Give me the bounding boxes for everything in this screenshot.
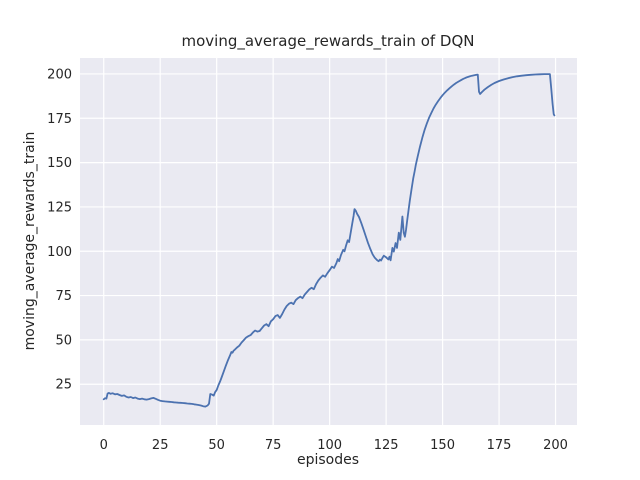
y-axis-label: moving_average_rewards_train xyxy=(22,132,38,351)
y-tick-label-75: 75 xyxy=(55,289,72,304)
y-tick-label-100: 100 xyxy=(47,245,72,260)
x-tick-label-25: 25 xyxy=(152,438,169,453)
y-tick-label-50: 50 xyxy=(55,333,72,348)
x-axis-label: episodes xyxy=(297,452,359,468)
grid-layer xyxy=(80,58,577,425)
x-tick-label-0: 0 xyxy=(100,438,108,453)
x-tick-label-175: 175 xyxy=(487,438,512,453)
y-tick-label-125: 125 xyxy=(47,200,72,215)
plot-area xyxy=(80,58,577,425)
x-tick-label-75: 75 xyxy=(265,438,282,453)
series-layer xyxy=(102,73,556,408)
x-tick-label-100: 100 xyxy=(317,438,342,453)
x-tick-label-200: 200 xyxy=(543,438,568,453)
chart-title: moving_average_rewards_train of DQN xyxy=(181,32,474,51)
x-tick-label-50: 50 xyxy=(208,438,225,453)
y-tick-label-25: 25 xyxy=(55,378,72,393)
y-tick-label-175: 175 xyxy=(47,112,72,127)
y-tick-label-200: 200 xyxy=(47,67,72,82)
x-tick-label-125: 125 xyxy=(374,438,399,453)
x-tick-label-150: 150 xyxy=(430,438,455,453)
reward-line xyxy=(102,73,556,408)
tick-layer: 0 25 50 75 100 125 150 175 200 25 50 75 100 125 150 175… xyxy=(47,67,568,453)
y-tick-label-150: 150 xyxy=(47,156,72,171)
